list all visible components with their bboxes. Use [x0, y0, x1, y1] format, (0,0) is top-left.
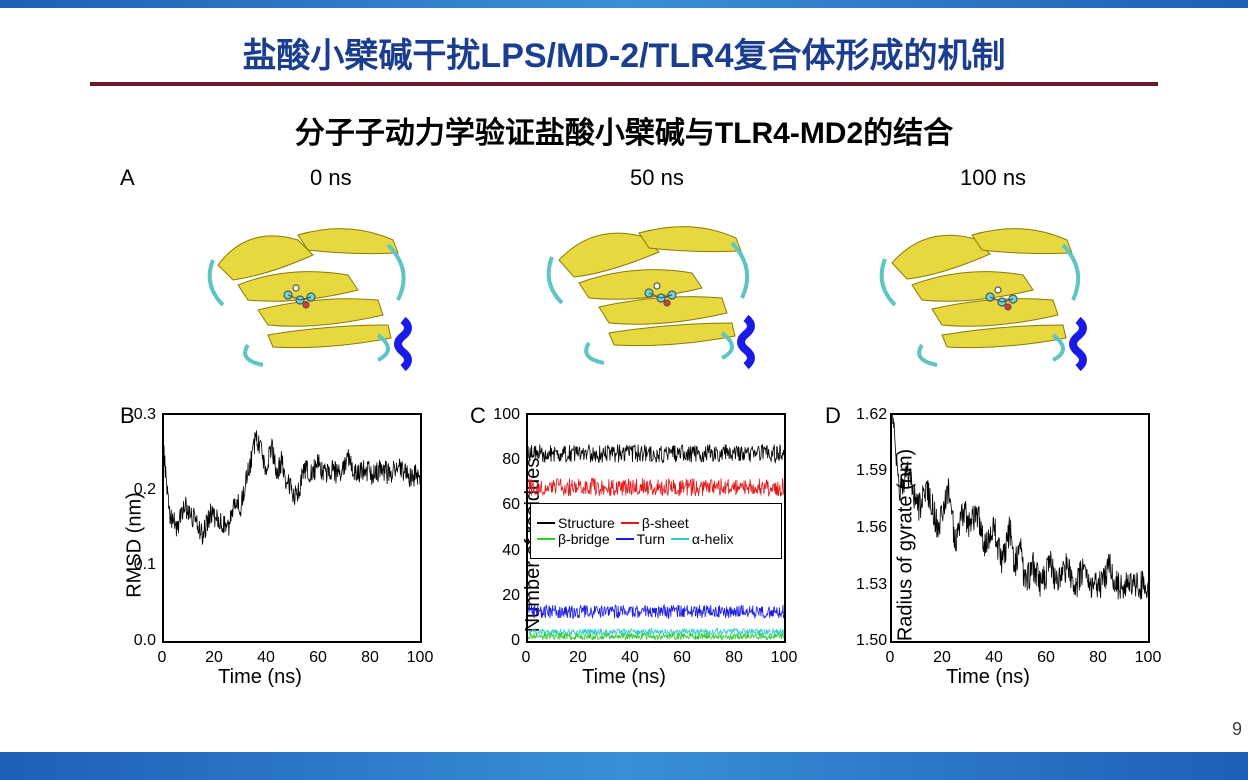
tick: 60	[673, 649, 691, 667]
protein-0ns	[178, 185, 458, 375]
chart-c: Number of residues Time (ns) Structure β…	[454, 405, 794, 685]
tick: 0	[522, 649, 531, 667]
chart-d-plot	[890, 413, 1150, 643]
tick: 0	[886, 649, 895, 667]
bottom-bar	[0, 752, 1248, 780]
tick: 1.53	[856, 576, 884, 594]
chart-c-legend: Structure β-sheet β-bridge Turn α-helix	[530, 503, 782, 559]
tick: 0	[492, 632, 520, 650]
tick: 40	[492, 542, 520, 560]
legend-swatch	[537, 522, 555, 524]
tick: 0	[158, 649, 167, 667]
legend-swatch	[537, 538, 555, 540]
legend-swatch	[616, 538, 634, 540]
tick: 80	[361, 649, 379, 667]
title-rule	[90, 82, 1158, 86]
chart-row: RMSD (nm) Time (ns) 0.3 0.2 0.1 0.0 0 20…	[90, 405, 1158, 690]
tick: 0.3	[128, 406, 156, 424]
chart-c-xlabel: Time (ns)	[582, 666, 666, 689]
tick: 0.1	[128, 556, 156, 574]
tick: 20	[933, 649, 951, 667]
tick: 20	[569, 649, 587, 667]
tick: 80	[492, 451, 520, 469]
tick: 0.0	[128, 632, 156, 650]
tick: 20	[492, 587, 520, 605]
panel-label-a: A	[120, 165, 135, 191]
legend-swatch	[621, 522, 639, 524]
top-bar	[0, 0, 1248, 8]
tick: 60	[492, 496, 520, 514]
tick: 40	[985, 649, 1003, 667]
legend-label: β-bridge	[558, 531, 610, 547]
chart-b: RMSD (nm) Time (ns) 0.3 0.2 0.1 0.0 0 20…	[90, 405, 430, 685]
protein-50ns	[514, 185, 794, 375]
slide-subtitle: 分子子动力学验证盐酸小檗碱与TLR4-MD2的结合	[0, 108, 1248, 152]
tick: 100	[407, 649, 434, 667]
chart-d: Radius of gyrate (nm) Time (ns) 1.62 1.5…	[818, 405, 1158, 685]
chart-b-plot	[162, 413, 422, 643]
tick: 1.56	[856, 519, 884, 537]
slide-title: 盐酸小檗碱干扰LPS/MD-2/TLR4复合体形成的机制	[0, 28, 1248, 77]
tick: 40	[257, 649, 275, 667]
tick: 1.59	[856, 462, 884, 480]
legend-swatch	[671, 538, 689, 540]
page-number: 9	[1232, 719, 1242, 740]
tick: 1.50	[856, 632, 884, 650]
tick: 100	[492, 406, 520, 424]
figure-area: A 0 ns 50 ns 100 ns	[90, 165, 1158, 730]
chart-b-ylabel: RMSD (nm)	[123, 492, 146, 598]
tick: 1.62	[856, 406, 884, 424]
chart-d-xlabel: Time (ns)	[946, 666, 1030, 689]
tick: 20	[205, 649, 223, 667]
tick: 80	[725, 649, 743, 667]
tick: 60	[1037, 649, 1055, 667]
tick: 40	[621, 649, 639, 667]
tick: 80	[1089, 649, 1107, 667]
protein-100ns	[850, 185, 1130, 375]
legend-label: Turn	[637, 531, 665, 547]
tick: 60	[309, 649, 327, 667]
tick: 100	[771, 649, 798, 667]
legend-label: β-sheet	[642, 515, 689, 531]
legend-label: α-helix	[692, 531, 734, 547]
chart-b-xlabel: Time (ns)	[218, 666, 302, 689]
protein-row	[150, 185, 1158, 385]
legend-label: Structure	[558, 515, 615, 531]
tick: 100	[1135, 649, 1162, 667]
tick: 0.2	[128, 481, 156, 499]
